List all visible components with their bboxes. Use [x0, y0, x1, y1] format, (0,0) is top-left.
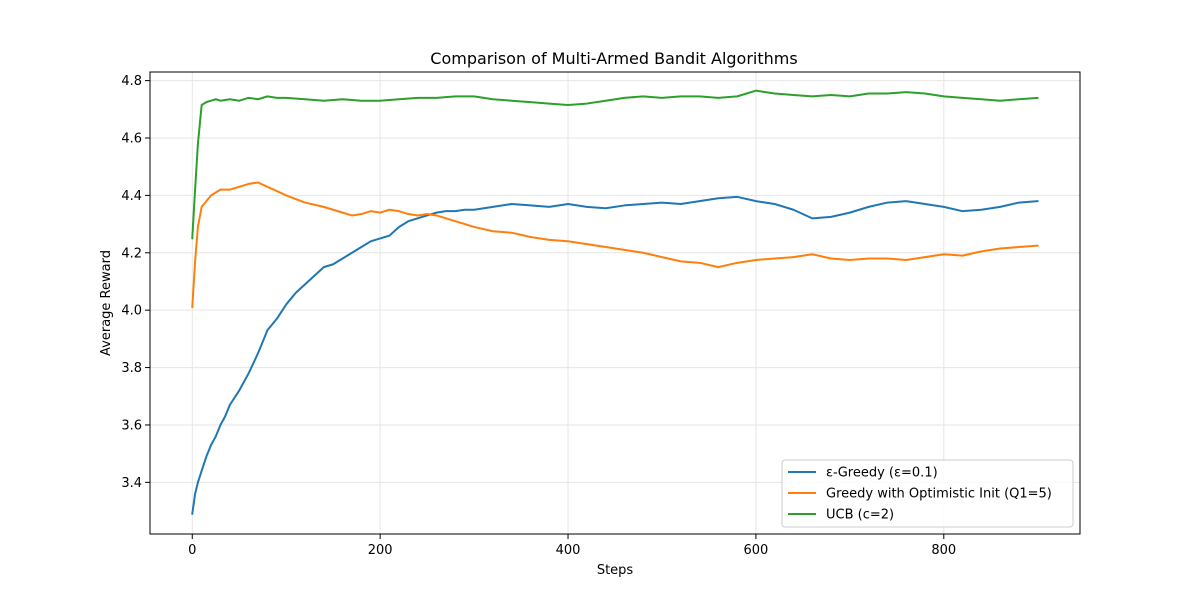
y-axis-label: Average Reward: [99, 250, 114, 356]
series-line-1: [191, 181, 1039, 309]
y-tick-label: 4.2: [121, 246, 142, 261]
series-line-0: [191, 195, 1039, 515]
y-tick-label: 4.6: [121, 132, 142, 147]
x-axis-label: Steps: [597, 563, 634, 578]
legend: ε-Greedy (ε=0.1) Greedy with Optimistic I…: [781, 459, 1074, 528]
x-tick-label: 200: [368, 543, 393, 558]
chart-title: Comparison of Multi-Armed Bandit Algorit…: [430, 49, 797, 68]
y-tick-label: 3.4: [121, 476, 142, 491]
grid: [150, 72, 1080, 534]
y-tick-label: 3.6: [121, 418, 142, 433]
axis-ticks: 0 200 400 600 800 3.4 3.6 3.8 4.0 4.2 4.4 4.6 4.8: [121, 74, 956, 558]
x-tick-label: 400: [556, 543, 581, 558]
y-tick-label: 3.8: [121, 361, 142, 376]
legend-label-1: Greedy with Optimistic Init (Q1=5): [826, 487, 1052, 502]
y-tick-label: 4.4: [121, 189, 142, 204]
x-tick-label: 0: [188, 543, 196, 558]
legend-label-2: UCB (c=2): [826, 508, 894, 523]
x-tick-label: 800: [931, 543, 956, 558]
legend-box: [781, 459, 1074, 528]
legend-label-0: ε-Greedy (ε=0.1): [826, 466, 938, 481]
y-tick-label: 4.8: [121, 74, 142, 89]
series-line-2: [191, 89, 1039, 240]
plot-frame: [149, 71, 1081, 535]
legend-entries: ε-Greedy (ε=0.1) Greedy with Optimistic I…: [788, 466, 1052, 523]
y-tick-label: 4.0: [121, 304, 142, 319]
x-tick-label: 600: [743, 543, 768, 558]
series-lines: [191, 89, 1039, 515]
